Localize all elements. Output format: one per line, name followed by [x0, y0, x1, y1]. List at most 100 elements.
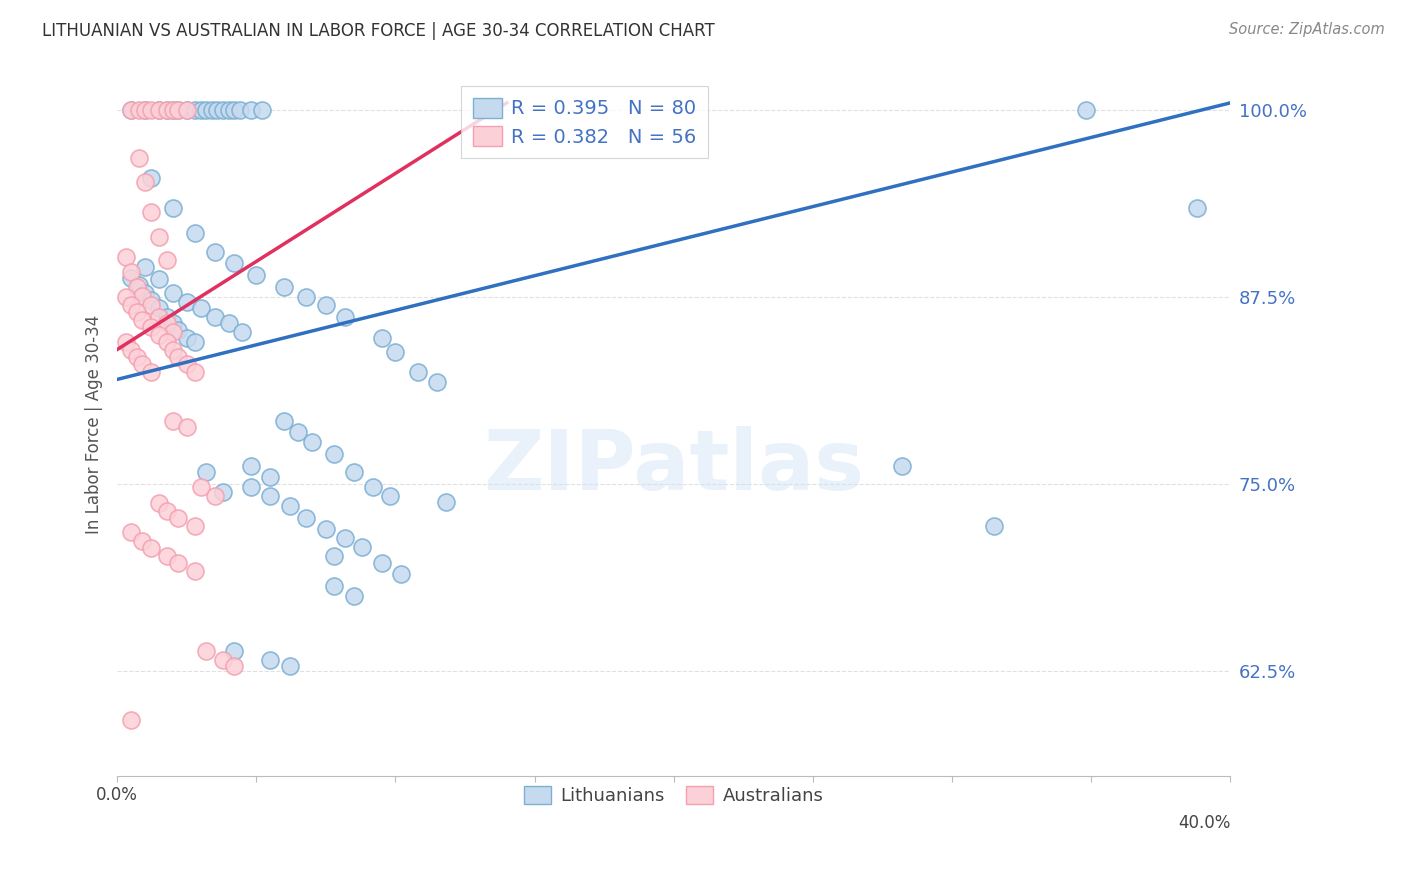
Point — [426, 376, 449, 390]
Legend: Lithuanians, Australians: Lithuanians, Australians — [517, 779, 831, 812]
Point — [1074, 103, 1097, 118]
Point — [156, 103, 179, 118]
Point — [176, 294, 198, 309]
Point — [131, 533, 153, 548]
Point — [273, 414, 295, 428]
Point — [134, 175, 156, 189]
Point — [148, 301, 170, 315]
Point — [250, 103, 273, 118]
Point — [120, 103, 142, 118]
Point — [406, 365, 429, 379]
Point — [343, 589, 366, 603]
Point — [176, 103, 198, 118]
Point — [361, 480, 384, 494]
Point — [131, 288, 153, 302]
Point — [176, 358, 198, 372]
Point — [207, 103, 229, 118]
Point — [139, 205, 162, 219]
Point — [335, 310, 357, 324]
Point — [231, 325, 253, 339]
Point — [114, 250, 136, 264]
Y-axis label: In Labor Force | Age 30-34: In Labor Force | Age 30-34 — [86, 315, 103, 534]
Point — [434, 495, 457, 509]
Point — [120, 265, 142, 279]
Point — [114, 290, 136, 304]
Point — [156, 316, 179, 330]
Point — [128, 151, 150, 165]
Point — [278, 659, 301, 673]
Point — [204, 310, 226, 324]
Text: 40.0%: 40.0% — [1178, 814, 1230, 832]
Point — [190, 103, 212, 118]
Point — [184, 564, 207, 578]
Point — [120, 343, 142, 357]
Point — [148, 496, 170, 510]
Point — [323, 579, 346, 593]
Point — [287, 425, 309, 439]
Point — [222, 659, 245, 673]
Point — [162, 103, 184, 118]
Point — [156, 334, 179, 349]
Point — [120, 713, 142, 727]
Point — [167, 103, 190, 118]
Point — [131, 358, 153, 372]
Point — [156, 252, 179, 267]
Point — [195, 644, 218, 658]
Point — [148, 272, 170, 286]
Point — [139, 293, 162, 308]
Point — [162, 414, 184, 428]
Point — [139, 365, 162, 379]
Point — [120, 298, 142, 312]
Point — [245, 268, 267, 282]
Point — [370, 330, 392, 344]
Point — [218, 103, 240, 118]
Point — [301, 435, 323, 450]
Point — [162, 285, 184, 300]
Point — [378, 489, 401, 503]
Point — [162, 325, 184, 339]
Point — [315, 522, 337, 536]
Point — [156, 549, 179, 563]
Point — [114, 334, 136, 349]
Point — [184, 334, 207, 349]
Point — [370, 556, 392, 570]
Point — [176, 420, 198, 434]
Point — [983, 519, 1005, 533]
Point — [148, 310, 170, 324]
Point — [315, 298, 337, 312]
Point — [323, 447, 346, 461]
Point — [239, 103, 262, 118]
Point — [167, 323, 190, 337]
Point — [167, 511, 190, 525]
Point — [389, 566, 412, 581]
Point — [167, 103, 190, 118]
Text: Source: ZipAtlas.com: Source: ZipAtlas.com — [1229, 22, 1385, 37]
Point — [139, 103, 162, 118]
Point — [162, 103, 184, 118]
Point — [120, 524, 142, 539]
Point — [184, 103, 207, 118]
Point — [343, 465, 366, 479]
Point — [278, 500, 301, 514]
Point — [1185, 201, 1208, 215]
Point — [184, 519, 207, 533]
Point — [128, 103, 150, 118]
Point — [352, 540, 374, 554]
Point — [125, 350, 148, 364]
Point — [148, 103, 170, 118]
Point — [162, 343, 184, 357]
Point — [148, 103, 170, 118]
Point — [212, 653, 235, 667]
Point — [156, 310, 179, 324]
Point — [184, 365, 207, 379]
Text: ZIPatlas: ZIPatlas — [484, 425, 865, 507]
Point — [134, 103, 156, 118]
Point — [148, 230, 170, 244]
Point — [323, 549, 346, 563]
Point — [162, 316, 184, 330]
Point — [222, 644, 245, 658]
Point — [120, 103, 142, 118]
Point — [204, 245, 226, 260]
Point — [201, 103, 224, 118]
Point — [184, 226, 207, 240]
